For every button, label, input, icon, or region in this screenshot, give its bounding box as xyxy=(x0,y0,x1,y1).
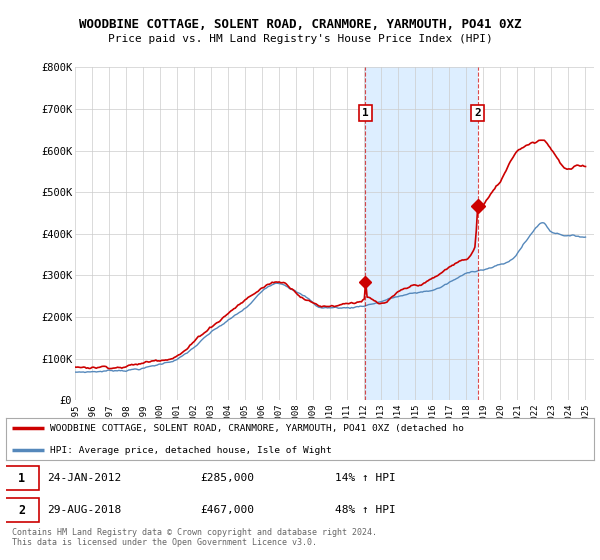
Text: 14% ↑ HPI: 14% ↑ HPI xyxy=(335,473,396,483)
Text: 24-JAN-2012: 24-JAN-2012 xyxy=(47,473,121,483)
Text: WOODBINE COTTAGE, SOLENT ROAD, CRANMORE, YARMOUTH, PO41 0XZ: WOODBINE COTTAGE, SOLENT ROAD, CRANMORE,… xyxy=(79,18,521,31)
Text: £467,000: £467,000 xyxy=(200,505,254,515)
Text: 48% ↑ HPI: 48% ↑ HPI xyxy=(335,505,396,515)
Text: 1: 1 xyxy=(362,108,369,118)
Text: 1: 1 xyxy=(19,472,25,485)
FancyBboxPatch shape xyxy=(5,466,39,491)
Text: HPI: Average price, detached house, Isle of Wight: HPI: Average price, detached house, Isle… xyxy=(50,446,332,455)
Text: 2: 2 xyxy=(474,108,481,118)
Bar xyxy=(365,67,478,400)
Text: Contains HM Land Registry data © Crown copyright and database right 2024.
This d: Contains HM Land Registry data © Crown c… xyxy=(12,528,377,547)
Text: 2: 2 xyxy=(19,504,25,517)
FancyBboxPatch shape xyxy=(5,498,39,522)
Text: £285,000: £285,000 xyxy=(200,473,254,483)
Text: 29-AUG-2018: 29-AUG-2018 xyxy=(47,505,121,515)
Text: WOODBINE COTTAGE, SOLENT ROAD, CRANMORE, YARMOUTH, PO41 0XZ (detached ho: WOODBINE COTTAGE, SOLENT ROAD, CRANMORE,… xyxy=(50,424,464,433)
Text: Price paid vs. HM Land Registry's House Price Index (HPI): Price paid vs. HM Land Registry's House … xyxy=(107,34,493,44)
